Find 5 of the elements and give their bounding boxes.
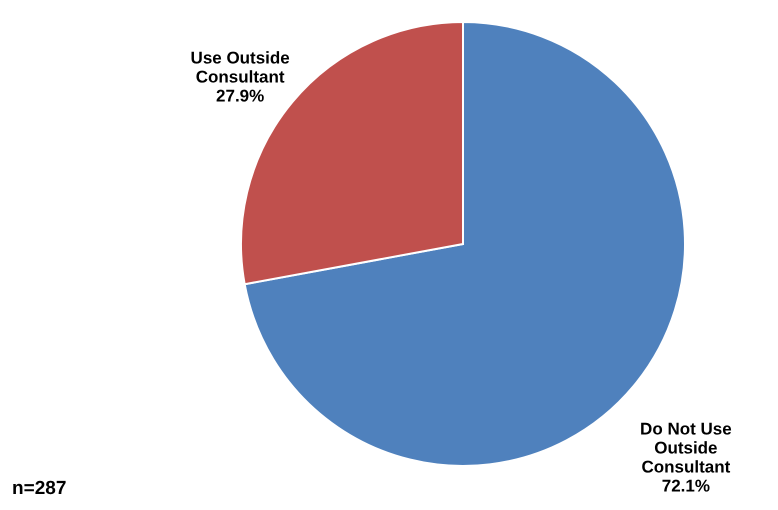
slice-label: Use Outside Consultant [190,48,290,86]
text: n=287 [12,478,66,499]
data-label: 27.9% [216,86,264,106]
data-label: 72.1% [662,476,710,496]
slice-label: Do Not Use Outside Consultant [640,420,732,477]
